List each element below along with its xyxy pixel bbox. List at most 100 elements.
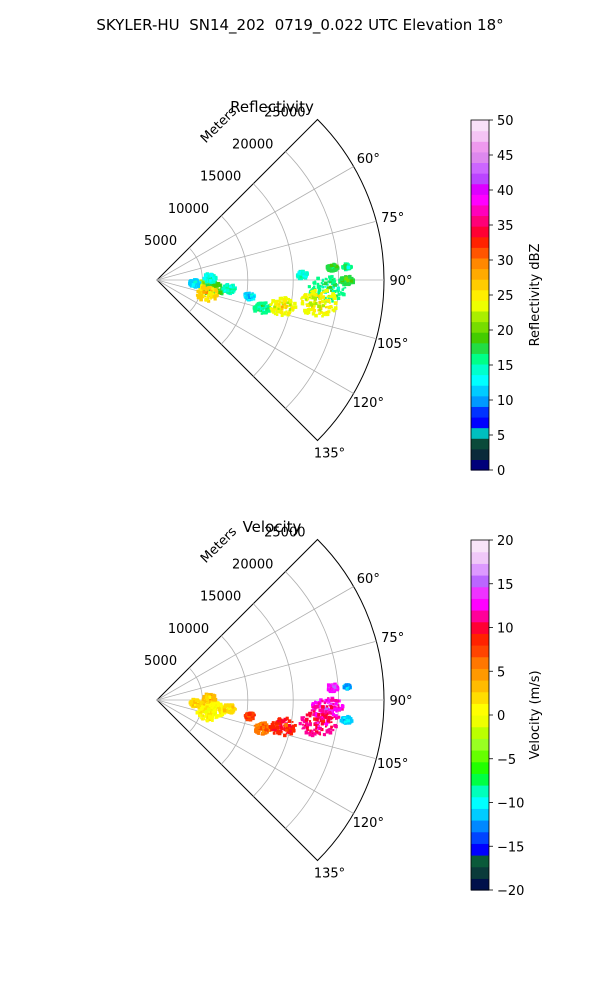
echo-gate <box>333 686 336 689</box>
echo-gate <box>331 292 336 296</box>
echo-gate <box>331 280 336 284</box>
echo-gate <box>307 307 310 311</box>
echo-gate <box>332 267 335 270</box>
echo-gate <box>320 708 323 711</box>
echo-gate <box>314 712 318 717</box>
echo-gate <box>313 732 317 736</box>
echo-gate <box>221 713 225 717</box>
colorbar-tick-label: 50 <box>497 114 514 129</box>
echo-gate <box>275 309 280 314</box>
echo-gate <box>347 687 350 690</box>
echo-gate <box>254 306 257 309</box>
echo-gate <box>350 276 353 279</box>
colorbar-segment <box>471 374 489 386</box>
echo-gate <box>325 712 329 715</box>
echo-gate <box>206 298 209 302</box>
chart-title: Reflectivity <box>230 98 314 116</box>
echo-gate <box>274 302 278 306</box>
echo-gate <box>270 728 273 732</box>
echo-gate <box>211 706 214 709</box>
echo-gate <box>265 728 269 732</box>
echo-gate <box>313 297 318 301</box>
echo-gate <box>214 707 217 710</box>
azimuth-spoke <box>156 699 354 814</box>
colorbar-tick-label: 10 <box>497 622 514 637</box>
echo-gate <box>318 297 322 301</box>
echo-gate <box>321 299 324 303</box>
echo-gate <box>313 294 316 297</box>
echo-gate <box>288 732 291 734</box>
echo-region <box>202 272 218 284</box>
echo-gate <box>313 728 316 731</box>
echo-gate <box>231 289 233 292</box>
colorbar-segment <box>471 204 489 217</box>
echo-gate <box>210 711 213 714</box>
echo-gate <box>319 310 323 314</box>
echo-gate <box>257 725 261 729</box>
echo-gate <box>319 719 323 723</box>
echo-gate <box>318 726 322 731</box>
colorbar-segment <box>471 878 489 891</box>
echo-gate <box>347 721 350 725</box>
echo-gate <box>215 283 219 287</box>
echo-gate <box>333 707 337 711</box>
echo-gate <box>310 293 314 297</box>
echo-gate <box>283 312 287 316</box>
echo-gate <box>324 298 328 302</box>
echo-gate <box>321 719 326 724</box>
echo-gate <box>257 732 260 735</box>
echo-gate <box>253 714 256 717</box>
echo-gate <box>288 303 292 307</box>
echo-gate <box>318 300 322 304</box>
echo-gate <box>291 305 294 308</box>
echo-gate <box>196 295 201 300</box>
colorbar-segment <box>471 300 489 312</box>
echo-gate <box>342 718 346 722</box>
echo-gate <box>205 705 209 709</box>
azimuth-tick-label: 60° <box>357 152 380 167</box>
echo-gate <box>218 283 220 286</box>
echo-gate <box>252 297 256 301</box>
colorbar-segment <box>471 680 489 693</box>
echo-gate <box>324 285 327 288</box>
echo-gate <box>199 297 203 302</box>
echo-gate <box>320 285 324 288</box>
echo-gate <box>255 723 259 727</box>
echo-gate <box>208 711 211 714</box>
colorbar-segment <box>471 563 489 576</box>
echo-gate <box>202 706 205 709</box>
echo-gate <box>215 286 219 290</box>
echo-gate <box>287 719 292 723</box>
echo-gate <box>314 313 318 318</box>
echo-gate <box>309 729 313 733</box>
echo-gate <box>323 714 327 718</box>
echo-gate <box>309 720 312 723</box>
echo-gate <box>341 276 345 280</box>
echo-gate <box>344 276 348 281</box>
echo-gate <box>311 702 315 706</box>
echo-gate <box>322 311 326 315</box>
echo-gate <box>322 733 326 737</box>
echo-gate <box>210 297 212 300</box>
echo-gate <box>329 727 333 731</box>
colorbar-segment <box>471 321 489 333</box>
azimuth-tick-label: 120° <box>353 816 384 831</box>
echo-gate <box>234 707 237 711</box>
echo-gate <box>323 300 326 302</box>
echo-gate <box>306 726 309 730</box>
echo-gate <box>258 301 262 306</box>
echo-gate <box>306 303 310 308</box>
echo-gate <box>275 725 280 730</box>
echo-gate <box>343 282 348 286</box>
echo-gate <box>203 294 206 297</box>
echo-gate <box>194 280 198 284</box>
echo-gate <box>336 685 339 687</box>
echo-gate <box>326 313 330 316</box>
echo-gate <box>317 304 321 309</box>
echo-gate <box>270 723 275 727</box>
echo-gate <box>223 288 228 293</box>
echo-gate <box>285 310 288 313</box>
colorbar-segment <box>471 385 489 397</box>
echo-region <box>268 716 297 738</box>
echo-gate <box>211 701 214 705</box>
